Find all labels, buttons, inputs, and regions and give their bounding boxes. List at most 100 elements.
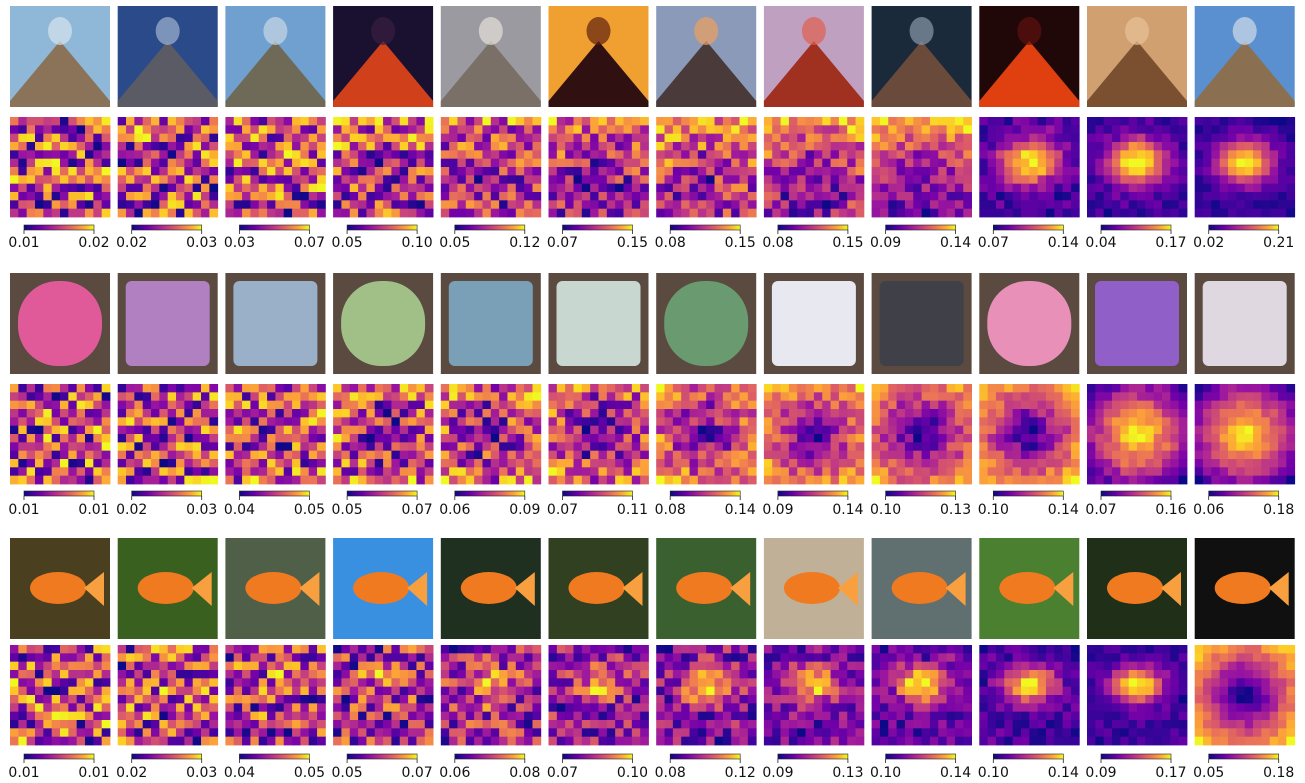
heatmap-cell xyxy=(1203,425,1212,435)
heatmap-cell xyxy=(209,400,219,410)
heatmap-cell xyxy=(631,384,641,393)
heatmap-cell xyxy=(250,442,260,452)
heatmap-cell xyxy=(300,425,310,435)
heatmap-cell xyxy=(101,192,111,201)
heatmap-cell xyxy=(1162,117,1171,126)
heatmap-cell xyxy=(93,417,103,427)
heatmap-cell xyxy=(631,175,641,185)
heatmap-cell xyxy=(565,442,574,452)
photo xyxy=(1087,6,1187,107)
heatmap-cell xyxy=(1170,392,1180,402)
heatmap-cell xyxy=(1178,400,1188,410)
heatmap-cell xyxy=(979,384,989,393)
heatmap-cell xyxy=(822,645,831,654)
heatmap-cell xyxy=(714,728,724,738)
heatmap-cell xyxy=(142,175,152,185)
heatmap-cell xyxy=(664,158,674,168)
colorbar-label: 0.02 xyxy=(116,235,147,251)
heatmap-cell xyxy=(664,142,674,151)
heatmap-cell xyxy=(788,167,798,176)
heatmap-cell xyxy=(35,736,44,746)
heatmap-cell xyxy=(126,158,135,168)
heatmap-cell xyxy=(167,117,177,126)
heatmap-cell xyxy=(946,175,956,185)
heatmap-cell xyxy=(449,192,458,201)
heatmap-cell xyxy=(515,117,525,126)
heatmap-cell xyxy=(242,409,251,418)
heatmap-cell xyxy=(366,117,376,126)
heatmap-cell xyxy=(308,133,318,143)
heatmap-cell xyxy=(515,653,525,663)
heatmap-cell xyxy=(904,670,914,679)
heatmap-cell xyxy=(581,384,591,393)
heatmap-cell xyxy=(18,459,28,468)
heatmap-cell xyxy=(830,661,840,671)
heatmap-cell xyxy=(258,686,268,696)
heatmap-cell xyxy=(1153,167,1163,176)
heatmap-cell xyxy=(60,467,69,477)
heatmap-cell xyxy=(697,400,707,410)
heatmap-cell xyxy=(85,167,94,176)
heatmap-cell xyxy=(26,167,36,176)
heatmap-cell xyxy=(1112,200,1121,210)
heatmap-cell xyxy=(35,208,44,218)
colorbar-label: 0.07 xyxy=(402,765,433,781)
heatmap-cell xyxy=(805,409,815,418)
colorbar-label: 0.14 xyxy=(725,502,756,518)
heatmap-cell xyxy=(640,117,649,126)
heatmap-cell xyxy=(830,425,840,435)
heatmap-cell xyxy=(10,653,19,663)
heatmap-cell xyxy=(399,720,409,729)
heatmap-cell xyxy=(532,125,542,135)
heatmap-cell xyxy=(225,450,235,460)
heatmap-cell xyxy=(300,384,310,393)
heatmap-cell xyxy=(1070,459,1080,468)
photo-plume xyxy=(48,17,72,45)
heatmap-cell xyxy=(946,467,956,477)
heatmap-cell xyxy=(731,175,740,185)
heatmap-cell xyxy=(408,150,417,160)
heatmap-cell xyxy=(672,678,682,688)
heatmap-cell xyxy=(68,678,78,688)
heatmap-cell xyxy=(1054,475,1064,485)
heatmap-cell xyxy=(515,695,525,704)
heatmap-cell xyxy=(76,200,86,210)
heatmap-cell xyxy=(308,434,318,443)
heatmap-cell xyxy=(1037,208,1047,218)
heatmap-cell xyxy=(581,409,591,418)
heatmap-cell xyxy=(1153,400,1163,410)
heatmap-cell xyxy=(697,417,707,427)
heatmap-cell xyxy=(830,192,840,201)
heatmap-cell xyxy=(85,450,94,460)
heatmap-cell xyxy=(822,158,831,168)
heatmap-cell xyxy=(772,158,781,168)
heatmap-cell xyxy=(1029,392,1039,402)
colorbar xyxy=(239,753,310,760)
heatmap-cell xyxy=(921,183,931,193)
heatmap-cell xyxy=(524,450,533,460)
heatmap-cell xyxy=(1194,125,1204,135)
heatmap-cell xyxy=(76,442,86,452)
heatmap-cell xyxy=(805,686,815,696)
heatmap-cell xyxy=(1103,142,1113,151)
heatmap-cell xyxy=(979,392,989,402)
heatmap-cell xyxy=(822,703,831,713)
heatmap-cell xyxy=(1037,409,1047,418)
heatmap-cell xyxy=(391,645,401,654)
heatmap-cell xyxy=(689,711,699,721)
heatmap-cell xyxy=(954,678,964,688)
heatmap-cell xyxy=(51,703,61,713)
heatmap-cell xyxy=(366,711,376,721)
heatmap-cell xyxy=(366,133,376,143)
heatmap-cell xyxy=(805,475,815,485)
heatmap-cell xyxy=(805,417,815,427)
heatmap-cell xyxy=(963,400,972,410)
photo-cloth xyxy=(771,281,856,366)
heatmap-cell xyxy=(358,736,367,746)
heatmap-cell xyxy=(929,661,939,671)
heatmap-cell xyxy=(358,158,367,168)
heatmap-cell xyxy=(847,661,856,671)
heatmap-cell xyxy=(1087,200,1096,210)
heatmap-cell xyxy=(349,434,359,443)
heatmap-cell xyxy=(507,459,517,468)
